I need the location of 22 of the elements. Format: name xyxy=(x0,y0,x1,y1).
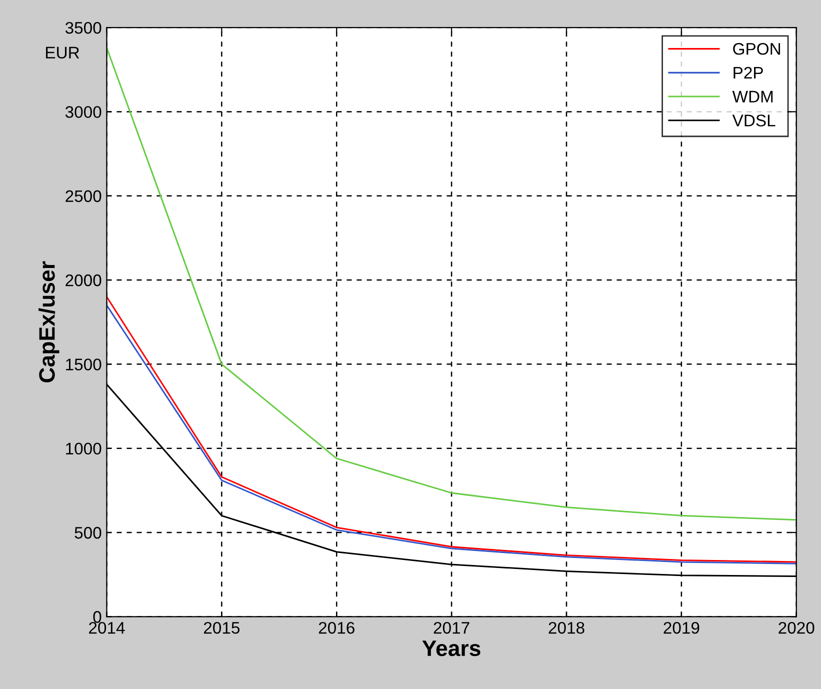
legend-label: P2P xyxy=(734,66,763,79)
x-tick-label: 2014 xyxy=(89,622,125,634)
legend-label: VDSL xyxy=(732,114,776,126)
y-tick-label: 1000 xyxy=(66,442,102,455)
y-tick-label: 1500 xyxy=(66,358,102,370)
y-tick-label: 2000 xyxy=(66,274,102,286)
y-tick-label: 3000 xyxy=(65,106,102,118)
x-axis-title: Years xyxy=(422,640,480,656)
x-tick-label: 2020 xyxy=(778,622,814,634)
legend-label: GPON xyxy=(733,43,780,55)
x-tick-label: 2018 xyxy=(548,622,584,634)
x-tick-label: 2019 xyxy=(664,622,700,634)
y-axis-title: CapEx/user xyxy=(38,261,60,382)
legend-label: WDM xyxy=(732,90,773,102)
y-tick-label: 0 xyxy=(93,611,102,623)
x-tick-label: 2016 xyxy=(318,622,354,634)
x-tick-label: 2015 xyxy=(204,622,240,634)
y-tick-label: 3500 xyxy=(65,22,102,34)
y-tick-label: 500 xyxy=(74,526,102,539)
text: EUR xyxy=(46,46,80,59)
x-tick-label: 2017 xyxy=(434,622,470,634)
y-tick-label: 2500 xyxy=(66,190,102,202)
